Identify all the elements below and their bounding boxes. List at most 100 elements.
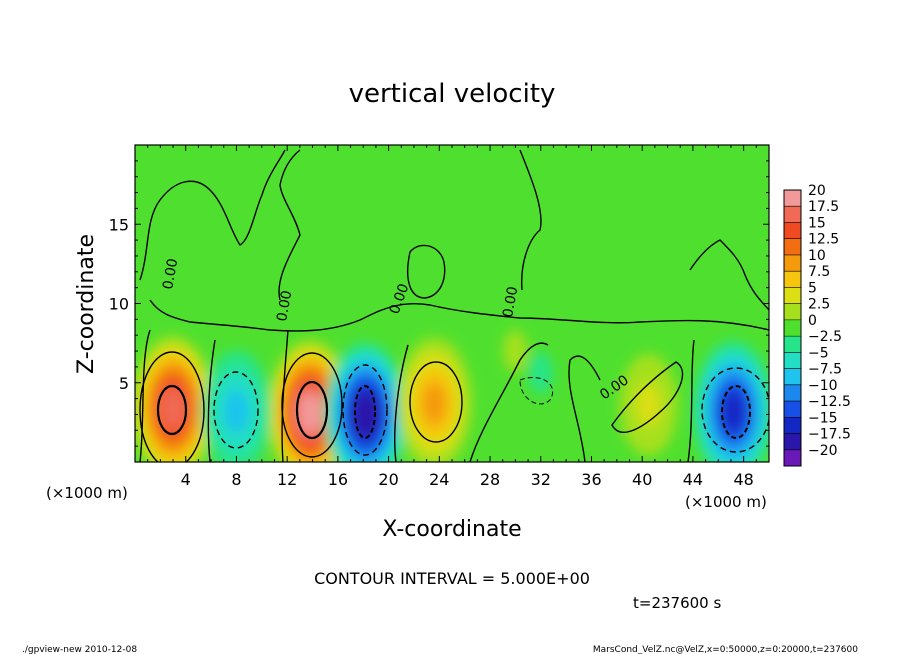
contour-line	[342, 364, 388, 456]
colorbar-swatch	[784, 417, 801, 434]
contour-label: 0.00	[500, 285, 521, 318]
colorbar-swatch	[784, 222, 801, 240]
contour-line	[207, 339, 216, 462]
contour-line	[278, 149, 301, 301]
colorbar-swatch	[784, 287, 801, 304]
field-cell	[503, 330, 528, 373]
contour-line	[394, 344, 409, 462]
contour-interval-text: CONTOUR INTERVAL = 5.000E+00	[314, 569, 590, 588]
y-unit-label: (×1000 m)	[685, 493, 767, 511]
colorbar-swatch	[784, 368, 801, 386]
x-unit-label: (×1000 m)	[46, 484, 128, 502]
contour-line	[139, 351, 205, 462]
chart-title: vertical velocity	[349, 79, 556, 109]
colorbar-label: 20	[808, 183, 826, 199]
colorbar: 2017.51512.5107.552.50−2.5−5−7.5−10−12.5…	[783, 183, 851, 467]
colorbar-swatch	[784, 303, 801, 321]
contour-line	[689, 239, 769, 311]
colorbar-swatch	[784, 206, 801, 223]
contour-line	[519, 149, 542, 291]
colorbar-swatch	[784, 271, 801, 288]
x-tick-label: 36	[581, 470, 601, 489]
field-cell	[636, 383, 661, 426]
x-tick-label: 40	[632, 470, 652, 489]
y-tick-label: 15	[109, 215, 129, 234]
y-tick-label: 10	[109, 295, 129, 314]
footer-right: MarsCond_VelZ.nc@VelZ,x=0:50000,z=0:2000…	[593, 645, 858, 654]
colorbar-swatch	[784, 254, 801, 272]
colorbar-label: −5	[808, 345, 829, 361]
y-axis: 5 10 15	[109, 160, 769, 447]
colorbar-swatch	[784, 190, 801, 207]
colorbar-swatch	[784, 319, 801, 337]
field-cell	[422, 382, 447, 425]
x-tick-label: 32	[531, 470, 551, 489]
field-cell	[161, 387, 186, 430]
contour-lines	[139, 149, 769, 462]
footer-left: ./gpview-new 2010-12-08	[22, 645, 137, 654]
x-tick-label: 28	[480, 470, 500, 489]
contour-line	[409, 361, 463, 443]
colorbar-label: 0	[808, 313, 817, 329]
colorbar-swatch	[784, 336, 801, 353]
colorbar-label: 15	[808, 215, 826, 231]
colorbar-swatch	[784, 449, 801, 467]
colorbar-swatch	[784, 352, 801, 369]
contour-line	[721, 385, 751, 439]
contour-label: 0.00	[160, 257, 181, 290]
colorbar-label: 17.5	[808, 199, 839, 215]
field-cell	[528, 352, 553, 395]
colorbar-label: −17.5	[808, 427, 851, 443]
x-tick-label: 20	[378, 470, 398, 489]
x-axis: 4 8 12 16 20 24 28 32 36 40 44 48	[147, 145, 757, 489]
colorbar-label: −7.5	[808, 362, 842, 378]
colorbar-label: 7.5	[808, 264, 830, 280]
x-tick-label: 12	[277, 470, 297, 489]
colorbar-swatch	[784, 384, 801, 402]
x-tick-label: 44	[683, 470, 703, 489]
field-cell	[224, 390, 249, 433]
x-tick-label: 16	[328, 470, 348, 489]
colorbar-label: 10	[808, 248, 826, 264]
colorbar-label: 12.5	[808, 232, 839, 248]
contour-line	[281, 329, 289, 462]
contour-line	[295, 380, 329, 440]
contour-line	[519, 377, 553, 405]
time-label: t=237600 s	[633, 594, 721, 612]
x-tick-label: 24	[429, 470, 449, 489]
colorbar-swatch	[784, 401, 801, 418]
contour-line	[149, 299, 769, 332]
field-cell	[721, 390, 746, 433]
x-tick-label: 8	[231, 470, 241, 489]
y-axis-title: Z-coordinate	[74, 234, 99, 374]
colorbar-label: 5	[808, 280, 817, 296]
contour-line	[139, 149, 286, 281]
colorbar-label: −12.5	[808, 394, 851, 410]
colorbar-swatch	[784, 238, 801, 256]
contour-line	[611, 361, 684, 433]
contour-line	[407, 244, 446, 299]
contour-line	[139, 329, 151, 462]
velocity-field	[135, 330, 769, 462]
contour-label: 0.00	[274, 289, 295, 322]
colorbar-label: −2.5	[808, 329, 842, 345]
y-tick-label: 5	[119, 374, 129, 393]
contour-line	[213, 371, 259, 449]
contour-line	[281, 352, 343, 458]
colorbar-label: −15	[808, 410, 838, 426]
contour-line	[568, 355, 601, 462]
colorbar-swatch	[784, 433, 801, 451]
contour-line	[687, 339, 695, 462]
colorbar-label: −10	[808, 378, 838, 394]
colorbar-label: 2.5	[808, 297, 830, 313]
x-tick-label: 4	[181, 470, 191, 489]
plot-area	[135, 145, 769, 462]
contour-line	[354, 385, 376, 439]
field-cell	[353, 393, 378, 436]
x-axis-title: X-coordinate	[382, 517, 521, 542]
contour-line	[469, 342, 549, 462]
field-cell	[297, 391, 322, 434]
contour-line	[156, 384, 188, 436]
colorbar-label: −20	[808, 443, 838, 459]
